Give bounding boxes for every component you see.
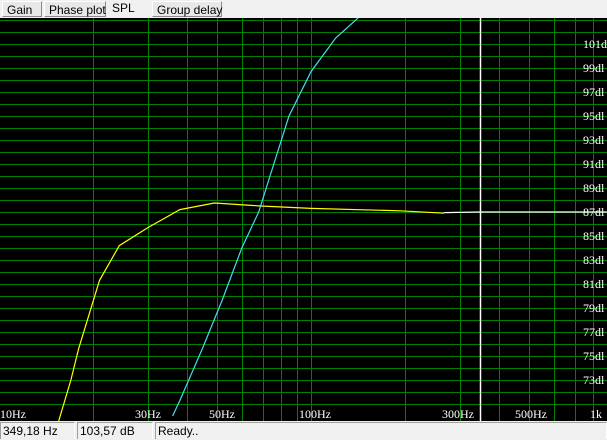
status-bar: 349,18 Hz 103,57 dB Ready..	[0, 421, 607, 439]
curve-series-3	[172, 17, 359, 417]
y-tick-label: 93dl	[583, 133, 605, 147]
x-tick-label: 500Hz	[515, 407, 547, 421]
tab-label: SPL	[112, 1, 135, 15]
tab-phase-plot[interactable]: Phase plot	[44, 1, 106, 17]
x-tick-label: 100Hz	[299, 407, 331, 421]
y-tick-label: 95dl	[583, 109, 605, 123]
y-tick-label: 89dl	[583, 181, 605, 195]
x-tick-label: 50Hz	[209, 407, 235, 421]
spl-chart: 101d 99dl 97dl 95dl 93dl 91dl 89dl 87dl 85dl 83dl…	[0, 17, 607, 423]
tab-label: Phase plot	[49, 3, 106, 17]
curve-series-1	[57, 202, 445, 423]
y-tick-label: 73dl	[583, 373, 605, 387]
y-tick-label: 77dl	[583, 325, 605, 339]
x-tick-label: 300Hz	[442, 407, 474, 421]
y-tick-label: 99dl	[583, 61, 605, 75]
y-tick-label: 79dl	[583, 301, 605, 315]
x-tick-label: 1k	[590, 407, 602, 421]
y-tick-label: 83dl	[583, 253, 605, 267]
tab-group-delay[interactable]: Group delay	[152, 1, 222, 17]
tab-gain[interactable]: Gain	[2, 1, 42, 17]
x-tick-label: 30Hz	[135, 407, 161, 421]
status-level: 103,57 dB	[77, 422, 153, 439]
tab-label: Gain	[7, 3, 33, 17]
y-tick-label: 87dl	[583, 205, 605, 219]
tab-label: Group delay	[157, 3, 223, 17]
tab-bar: Gain Phase plot SPL Group delay	[0, 0, 607, 19]
y-tick-label: 75dl	[583, 349, 605, 363]
y-tick-label: 91dl	[583, 157, 605, 171]
spl-plot[interactable]: 101d 99dl 97dl 95dl 93dl 91dl 89dl 87dl 85dl 83dl…	[0, 17, 607, 423]
status-message: Ready..	[155, 422, 607, 439]
y-tick-label: 85dl	[583, 229, 605, 243]
y-tick-label: 81dl	[583, 277, 605, 291]
y-tick-label: 97dl	[583, 85, 605, 99]
x-tick-label: 10Hz	[0, 407, 26, 421]
y-tick-label: 101d	[583, 37, 607, 51]
tab-spl[interactable]: SPL	[108, 0, 152, 18]
status-frequency: 349,18 Hz	[0, 422, 75, 439]
